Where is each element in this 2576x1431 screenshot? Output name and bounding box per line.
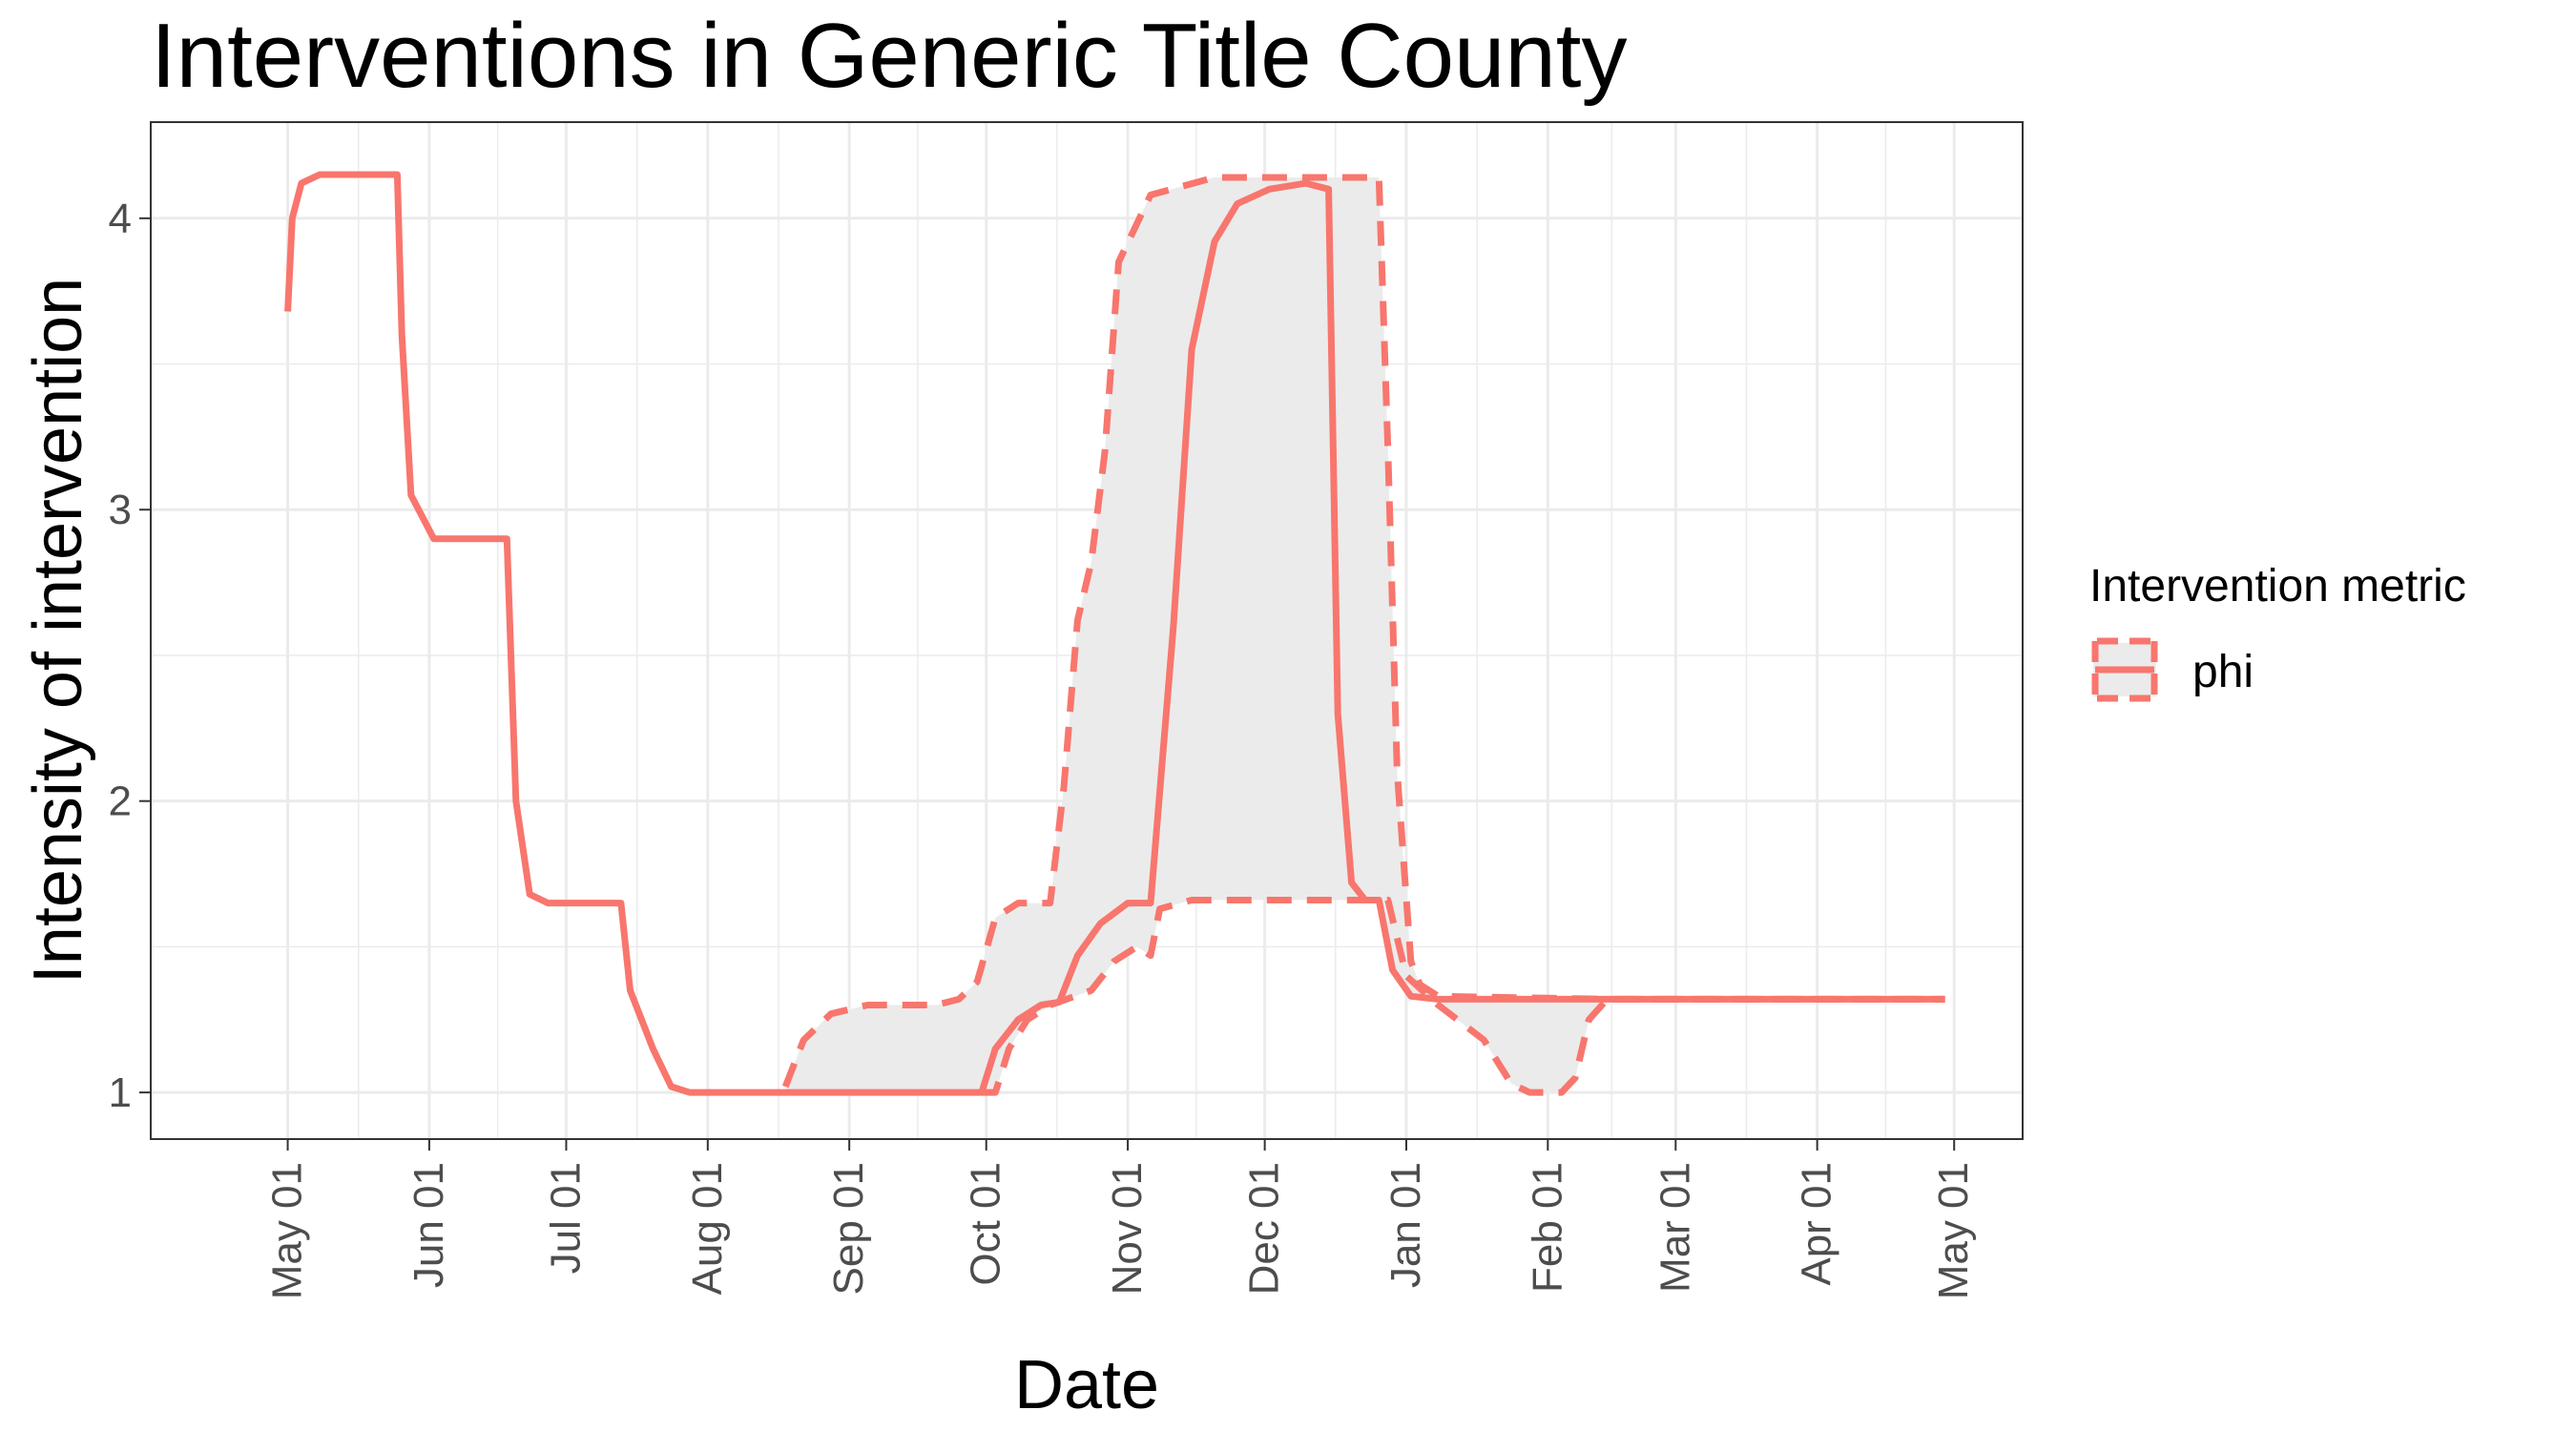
legend-label-phi: phi [2192, 647, 2254, 697]
x-tick-label: Jan 01 [1382, 1162, 1429, 1288]
x-tick-label: Oct 01 [963, 1162, 1009, 1286]
x-tick-label: May 01 [1930, 1162, 1977, 1299]
series-lines [284, 171, 1945, 1096]
y-tick-label: 1 [109, 1069, 132, 1116]
y-tick-label: 4 [109, 196, 132, 242]
x-tick-label: Jun 01 [405, 1162, 452, 1288]
legend-key-phi [2091, 637, 2158, 702]
x-tick-label: Jul 01 [542, 1162, 589, 1274]
x-tick-label: Nov 01 [1104, 1162, 1151, 1295]
legend-title: Intervention metric [2089, 561, 2466, 612]
legend: Intervention metric phi [2089, 561, 2466, 702]
y-tick-label: 2 [109, 778, 132, 825]
series-line-lower-bound [981, 897, 1945, 1096]
x-tick-label: Mar 01 [1652, 1162, 1698, 1293]
chart-title: Interventions in Generic Title County [151, 5, 1628, 107]
x-axis-title: Date [1014, 1347, 1159, 1423]
x-tick-label: Dec 01 [1241, 1162, 1288, 1295]
y-axis-title: Intensity of intervention [20, 278, 96, 984]
panel-border [150, 121, 2024, 1140]
x-tick-label: May 01 [264, 1162, 311, 1299]
y-axis: 1 2 3 4 [109, 196, 151, 1116]
x-tick-label: Aug 01 [684, 1162, 731, 1295]
x-axis: May 01 Jun 01 Jul 01 Aug 01 Sep 01 Oct 01 Nov … [264, 1139, 1977, 1299]
y-tick-label: 3 [109, 487, 132, 533]
credible-interval-ribbon [785, 177, 1945, 1093]
major-gridlines [151, 122, 2023, 1139]
x-tick-label: Sep 01 [825, 1162, 872, 1295]
series-line-median [284, 171, 1945, 1096]
x-tick-label: Apr 01 [1794, 1162, 1840, 1286]
series-line-upper-bound [781, 174, 1945, 1089]
x-tick-label: Feb 01 [1524, 1162, 1570, 1293]
